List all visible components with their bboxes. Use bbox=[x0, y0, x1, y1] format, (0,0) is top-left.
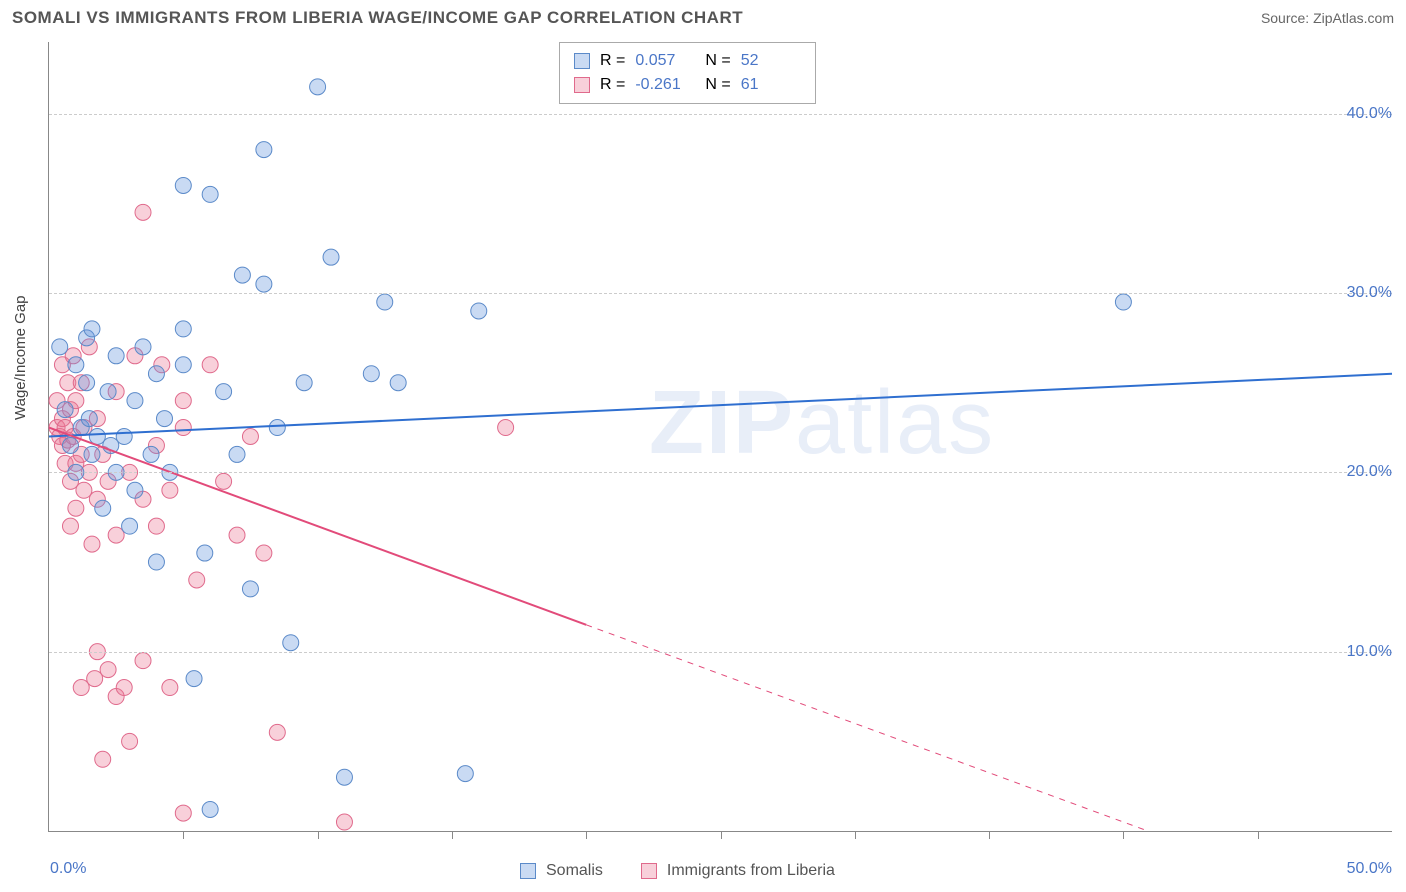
legend-row-somalis: R = 0.057 N = 52 bbox=[574, 49, 801, 73]
x-tick bbox=[721, 831, 722, 839]
x-tick bbox=[1123, 831, 1124, 839]
legend-bottom-swatch-liberia bbox=[641, 863, 657, 879]
plot-svg bbox=[49, 42, 1392, 831]
legend-swatch-liberia bbox=[574, 77, 590, 93]
y-axis-label: Wage/Income Gap bbox=[12, 295, 29, 420]
legend-r-label: R = bbox=[600, 49, 625, 73]
y-tick-label: 30.0% bbox=[1347, 284, 1392, 302]
legend-n-label: N = bbox=[705, 49, 730, 73]
gridline-h bbox=[49, 114, 1392, 115]
x-tick bbox=[855, 831, 856, 839]
source-label: Source: ZipAtlas.com bbox=[1261, 10, 1394, 26]
x-tick bbox=[586, 831, 587, 839]
x-tick-label-min: 0.0% bbox=[50, 860, 86, 878]
chart-title: SOMALI VS IMMIGRANTS FROM LIBERIA WAGE/I… bbox=[12, 8, 743, 28]
legend-bottom-label-liberia: Immigrants from Liberia bbox=[667, 862, 835, 880]
x-tick-label-max: 50.0% bbox=[1347, 860, 1392, 878]
x-tick bbox=[318, 831, 319, 839]
legend-n-value-liberia: 61 bbox=[741, 73, 801, 97]
y-tick-label: 10.0% bbox=[1347, 643, 1392, 661]
legend-r-label: R = bbox=[600, 73, 625, 97]
x-tick bbox=[1258, 831, 1259, 839]
gridline-h bbox=[49, 293, 1392, 294]
x-tick bbox=[452, 831, 453, 839]
legend-n-value-somalis: 52 bbox=[741, 49, 801, 73]
legend-bottom-label-somalis: Somalis bbox=[546, 862, 603, 880]
legend-correlation: R = 0.057 N = 52 R = -0.261 N = 61 bbox=[559, 42, 816, 104]
chart-plot-area: ZIPatlas R = 0.057 N = 52 R = -0.261 N =… bbox=[48, 42, 1392, 832]
legend-series: Somalis Immigrants from Liberia bbox=[520, 862, 835, 880]
y-tick-label: 40.0% bbox=[1347, 105, 1392, 123]
x-tick bbox=[989, 831, 990, 839]
legend-r-value-liberia: -0.261 bbox=[635, 73, 695, 97]
legend-bottom-swatch-somalis bbox=[520, 863, 536, 879]
legend-swatch-somalis bbox=[574, 53, 590, 69]
y-tick-label: 20.0% bbox=[1347, 463, 1392, 481]
gridline-h bbox=[49, 472, 1392, 473]
x-tick bbox=[183, 831, 184, 839]
legend-r-value-somalis: 0.057 bbox=[635, 49, 695, 73]
legend-n-label: N = bbox=[705, 73, 730, 97]
legend-row-liberia: R = -0.261 N = 61 bbox=[574, 73, 801, 97]
gridline-h bbox=[49, 652, 1392, 653]
